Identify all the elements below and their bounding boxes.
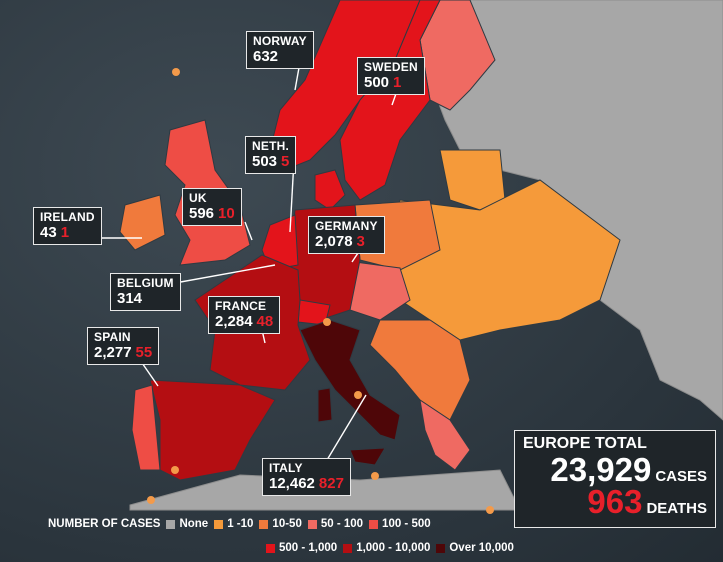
case-count: 12,462 (269, 475, 315, 493)
region-greece (419, 398, 471, 471)
marker-dot (371, 472, 379, 480)
country-name: NETH. (252, 139, 289, 153)
callout-neth: NETH. 503 5 (245, 136, 297, 174)
legend-label: 50 - 100 (320, 518, 364, 530)
marker-dot (171, 466, 179, 474)
legend-row-1: NUMBER OF CASES None 1 -10 10-50 50 - 10… (48, 518, 431, 530)
region-italy (299, 319, 401, 441)
total-deaths-label: DEATHS (646, 500, 707, 517)
case-count: 500 (364, 74, 390, 92)
case-count: 503 (252, 153, 278, 171)
callout-italy: ITALY 12,462 827 (262, 458, 351, 496)
country-name: SPAIN (94, 330, 131, 344)
case-count: 43 (40, 224, 57, 242)
death-count: 1 (60, 224, 70, 242)
legend-label: None (179, 518, 209, 530)
country-name: GERMANY (315, 219, 378, 233)
callout-france: FRANCE 2,284 48 (208, 296, 281, 334)
legend: NUMBER OF CASES None 1 -10 10-50 50 - 10… (0, 510, 723, 562)
marker-dot (172, 68, 180, 76)
case-count: 2,284 (215, 313, 253, 331)
europe-total-box: EUROPE TOTAL 23,929 CASES 963 DEATHS (514, 430, 716, 528)
country-name: FRANCE (215, 299, 267, 313)
total-cases-label: CASES (655, 468, 707, 485)
legend-swatch (307, 519, 317, 529)
callout-uk: UK 596 10 (182, 188, 242, 226)
death-count: 3 (356, 233, 365, 251)
case-count: 314 (117, 290, 143, 308)
death-count: 827 (318, 475, 344, 493)
legend-label: Over 10,000 (449, 542, 514, 554)
total-title: EUROPE TOTAL (523, 435, 647, 452)
legend-row-2: 500 - 1,000 1,000 - 10,000 Over 10,000 (260, 542, 514, 554)
country-name: BELGIUM (117, 276, 174, 290)
legend-swatch (436, 543, 446, 553)
region-baltics (439, 149, 506, 211)
country-name: UK (189, 191, 207, 205)
case-count: 596 (189, 205, 215, 223)
region-sardinia (317, 387, 333, 423)
case-count: 2,078 (315, 233, 353, 251)
country-name: SWEDEN (364, 60, 418, 74)
legend-label: 1,000 - 10,000 (356, 542, 431, 554)
legend-swatch (369, 519, 379, 529)
legend-swatch (266, 543, 275, 553)
region-portugal (131, 384, 161, 471)
legend-swatch (214, 519, 224, 529)
marker-dot (486, 506, 494, 514)
callout-belgium: BELGIUM 314 (110, 273, 181, 311)
callout-sweden: SWEDEN 500 1 (357, 57, 425, 95)
legend-title: NUMBER OF CASES (48, 518, 161, 530)
callout-germany: GERMANY 2,078 3 (308, 216, 385, 254)
country-name: NORWAY (253, 34, 307, 48)
death-count: 5 (281, 153, 290, 171)
country-name: IRELAND (40, 210, 95, 224)
region-sicily (349, 447, 386, 466)
legend-swatch (343, 543, 353, 553)
legend-swatch (259, 519, 269, 529)
death-count: 55 (135, 344, 153, 362)
death-count: 1 (393, 74, 402, 92)
legend-label: 1 -10 (227, 518, 254, 530)
legend-label: 10-50 (272, 518, 302, 530)
total-deaths: 963 (587, 483, 643, 520)
callout-ireland: IRELAND 43 1 (33, 207, 102, 245)
marker-dot (354, 391, 362, 399)
marker-dot (147, 496, 155, 504)
region-ireland (119, 194, 166, 251)
callout-spain: SPAIN 2,277 55 (87, 327, 160, 365)
death-count: 48 (256, 313, 274, 331)
legend-swatch (166, 519, 176, 529)
legend-label: 500 - 1,000 (279, 542, 338, 554)
marker-dot (323, 318, 331, 326)
country-name: ITALY (269, 461, 303, 475)
legend-label: 100 - 500 (382, 518, 431, 530)
total-cases: 23,929 (550, 451, 652, 488)
death-count: 10 (218, 205, 235, 223)
region-central (349, 261, 411, 321)
case-count: 2,277 (94, 344, 132, 362)
region-spain (149, 379, 276, 481)
region-denmark (314, 169, 346, 211)
callout-norway: NORWAY 632 (246, 31, 314, 69)
case-count: 632 (253, 48, 279, 66)
